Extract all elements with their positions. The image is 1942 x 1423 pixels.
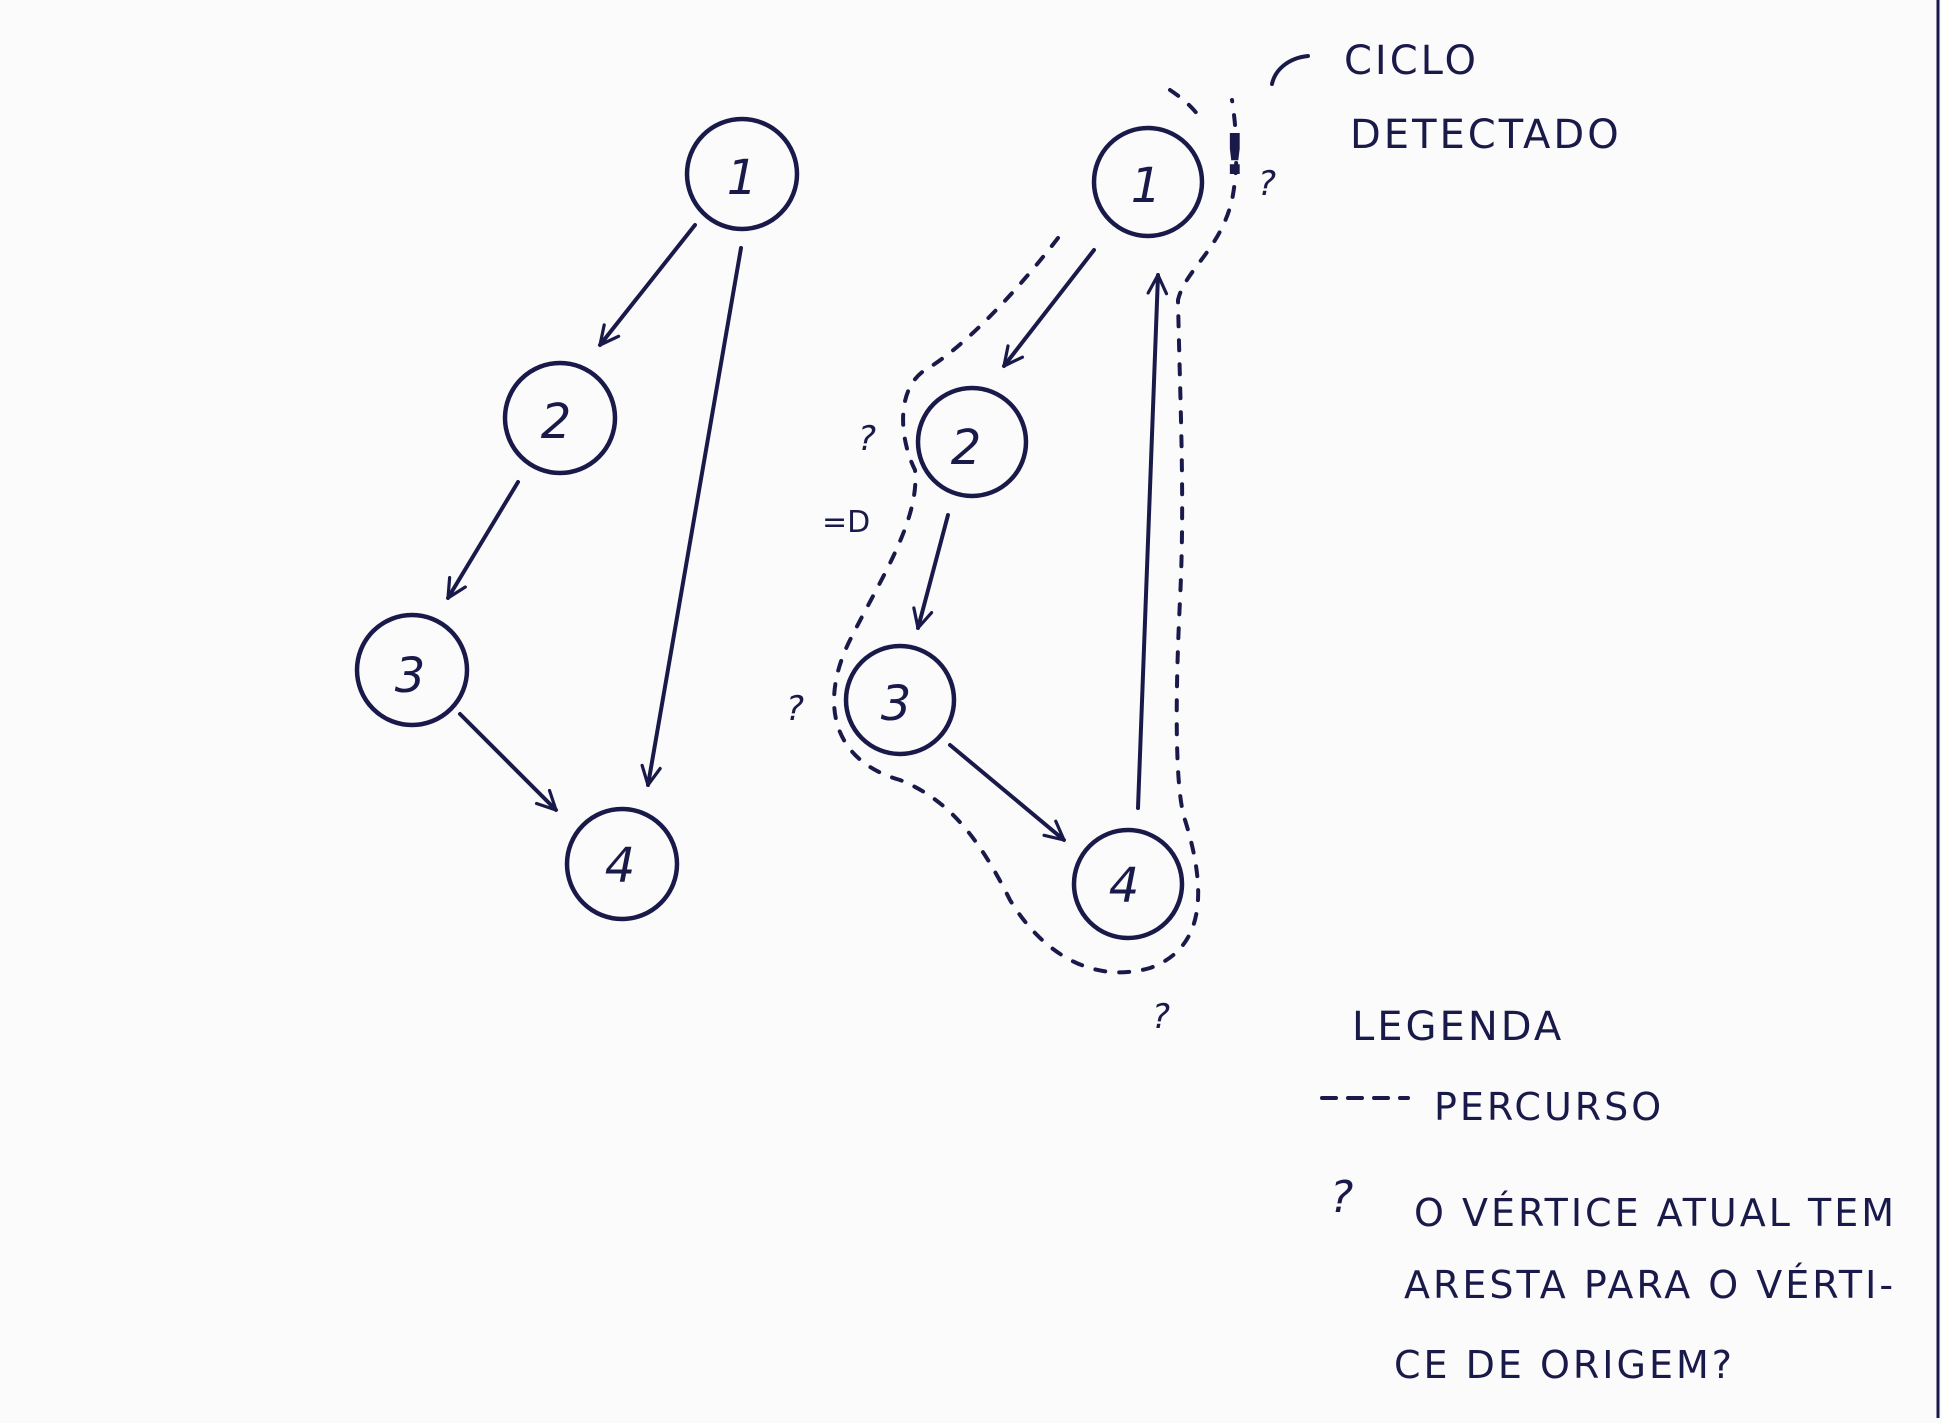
- right-node-4-label: 4: [1109, 858, 1140, 914]
- left-edge-3-4: [458, 712, 558, 812]
- right-node-1: 1: [1091, 125, 1205, 239]
- left-graph: 1 2 3 4: [354, 116, 800, 922]
- legend-title: LEGENDA: [1352, 1004, 1564, 1050]
- cycle-note-pointer: [1270, 54, 1310, 86]
- right-node-1-label: 1: [1131, 158, 1162, 214]
- left-edge-1-4: [640, 246, 743, 787]
- question-mark-node-4: ?: [1152, 997, 1170, 1037]
- right-edge-1-2: [1002, 248, 1096, 368]
- step-arrow: =D: [822, 505, 870, 540]
- right-node-3: 3: [843, 643, 957, 757]
- right-edge-2-3: [912, 513, 950, 630]
- cycle-note: CICLO DETECTADO: [1344, 38, 1622, 158]
- legend: LEGENDA PERCURSO ? O VÉRTICE ATUAL TEM A…: [1320, 1004, 1897, 1387]
- left-node-1: 1: [684, 116, 800, 232]
- left-node-2: 2: [502, 360, 618, 476]
- cycle-exclamation: !: [1222, 123, 1248, 188]
- left-edge-1-2: [598, 223, 697, 347]
- left-node-1-label: 1: [727, 150, 758, 206]
- cycle-note-line1: CICLO: [1344, 38, 1479, 84]
- legend-question-line3: CE DE ORIGEM?: [1394, 1343, 1735, 1387]
- left-node-3-label: 3: [395, 648, 426, 704]
- right-node-3-label: 3: [881, 676, 912, 732]
- legend-question-line1: O VÉRTICE ATUAL TEM: [1414, 1191, 1897, 1235]
- left-node-4-label: 4: [605, 838, 636, 894]
- legend-question-symbol: ?: [1330, 1172, 1353, 1223]
- traversal-path: [832, 98, 1239, 975]
- question-mark-node-2: ?: [858, 419, 876, 459]
- right-edge-4-1: [1136, 273, 1169, 810]
- left-edge-2-3: [446, 480, 520, 600]
- left-node-2-label: 2: [541, 394, 572, 450]
- legend-question-line2: ARESTA PARA O VÉRTI-: [1404, 1263, 1896, 1307]
- right-node-2-label: 2: [951, 420, 982, 476]
- right-node-4: 4: [1071, 827, 1185, 941]
- right-graph: 1 2 3 4 ? ? ? ? =D !: [786, 54, 1310, 1037]
- right-edge-3-4: [948, 743, 1066, 842]
- legend-path-label: PERCURSO: [1434, 1085, 1664, 1129]
- question-mark-node-1: ?: [1258, 164, 1276, 204]
- left-node-3: 3: [354, 612, 470, 728]
- traversal-path-start: [1168, 88, 1202, 120]
- question-mark-node-3: ?: [786, 689, 804, 729]
- right-node-2: 2: [915, 385, 1029, 499]
- left-node-4: 4: [564, 806, 680, 922]
- cycle-note-line2: DETECTADO: [1350, 112, 1622, 158]
